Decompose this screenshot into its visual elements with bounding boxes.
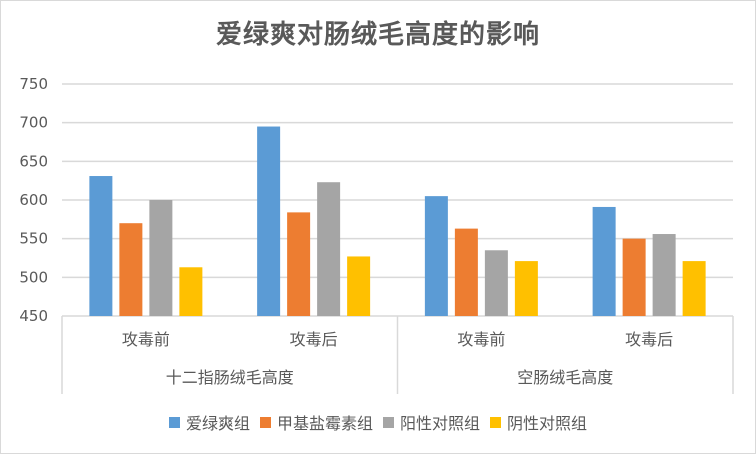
bar: [424, 196, 448, 316]
bar: [149, 200, 173, 316]
legend-swatch-icon: [383, 416, 394, 428]
legend-label: 甲基盐霉素组: [276, 414, 373, 433]
bar: [347, 256, 371, 316]
bar: [622, 238, 646, 316]
chart-legend: 爱绿爽组 甲基盐霉素组 阳性对照组 阴性对照组: [0, 410, 756, 434]
y-tick-label: 450: [19, 307, 48, 325]
bar: [257, 126, 281, 317]
bar: [652, 234, 676, 316]
x-group-label: 十二指肠绒毛高度: [166, 368, 294, 387]
x-group-label: 空肠绒毛高度: [517, 368, 613, 387]
bar: [317, 182, 341, 316]
bar: [514, 261, 538, 316]
x-category-label: 攻毒后: [290, 330, 338, 349]
y-tick-label: 600: [19, 191, 48, 209]
legend-item-3: 阴性对照组: [490, 410, 587, 434]
legend-item-0: 爱绿爽组: [168, 410, 250, 434]
bar: [119, 223, 143, 316]
bar: [682, 261, 706, 316]
bar: [287, 212, 311, 316]
bar: [89, 176, 113, 316]
y-tick-label: 500: [19, 268, 48, 286]
legend-swatch-icon: [259, 416, 271, 428]
x-category-label: 攻毒前: [122, 330, 170, 349]
legend-label: 阴性对照组: [507, 414, 588, 433]
legend-item-2: 阳性对照组: [383, 410, 480, 434]
y-tick-label: 650: [19, 152, 48, 170]
bar: [592, 206, 616, 316]
bar: [179, 267, 203, 316]
legend-swatch-icon: [490, 416, 502, 428]
bar: [484, 250, 508, 316]
legend-label: 阳性对照组: [400, 414, 481, 433]
chart-title: 爱绿爽对肠绒毛高度的影响: [215, 20, 540, 50]
legend-item-1: 甲基盐霉素组: [259, 410, 373, 434]
bar: [454, 228, 478, 316]
x-category-label: 攻毒前: [457, 330, 505, 349]
y-tick-label: 750: [19, 75, 48, 93]
y-tick-label: 550: [19, 230, 48, 248]
legend-swatch-icon: [168, 416, 180, 428]
y-tick-label: 700: [19, 114, 48, 132]
legend-label: 爱绿爽组: [185, 414, 250, 433]
x-category-label: 攻毒后: [625, 330, 673, 349]
